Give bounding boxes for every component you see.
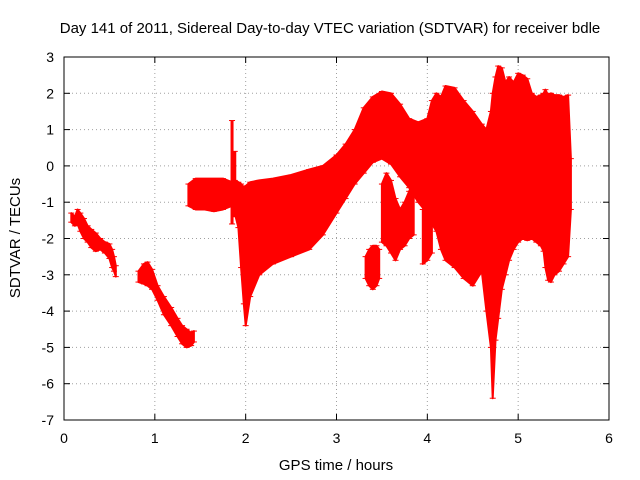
sdtvar-band-segment bbox=[187, 65, 572, 400]
x-tick-label: 2 bbox=[242, 430, 250, 446]
data-area bbox=[68, 65, 574, 400]
y-tick-label: -4 bbox=[42, 303, 55, 319]
y-tick-label: -5 bbox=[42, 339, 55, 355]
y-axis-ticks: 3 2 1 0 -1 -2 -3 -4 -5 -6 -7 bbox=[42, 49, 609, 428]
y-tick-label: -7 bbox=[42, 412, 55, 428]
y-tick-label: -2 bbox=[42, 231, 55, 247]
y-tick-label: 3 bbox=[46, 49, 54, 65]
x-tick-label: 5 bbox=[514, 430, 522, 446]
y-tick-label: -3 bbox=[42, 267, 55, 283]
y-tick-label: 1 bbox=[46, 122, 54, 138]
sdtvar-band-segment bbox=[70, 208, 117, 278]
x-tick-label: 0 bbox=[60, 430, 68, 446]
y-tick-label: 2 bbox=[46, 85, 54, 101]
x-tick-label: 3 bbox=[333, 430, 341, 446]
y-axis-label: SDTVAR / TECUs bbox=[7, 178, 24, 298]
x-axis-label: GPS time / hours bbox=[279, 457, 393, 474]
y-tick-label: 0 bbox=[46, 158, 54, 174]
chart-title: Day 141 of 2011, Sidereal Day-to-day VTE… bbox=[60, 20, 601, 37]
x-tick-label: 4 bbox=[423, 430, 431, 446]
x-axis-ticks: 0 1 2 3 4 5 6 bbox=[60, 57, 613, 446]
sdtvar-band-segment bbox=[364, 244, 381, 291]
sdtvar-band-segment bbox=[421, 201, 433, 265]
x-tick-label: 1 bbox=[151, 430, 159, 446]
sdtvar-band-segment bbox=[137, 261, 195, 349]
y-tick-label: -6 bbox=[42, 376, 55, 392]
x-tick-label: 6 bbox=[605, 430, 613, 446]
y-tick-label: -1 bbox=[42, 194, 55, 210]
